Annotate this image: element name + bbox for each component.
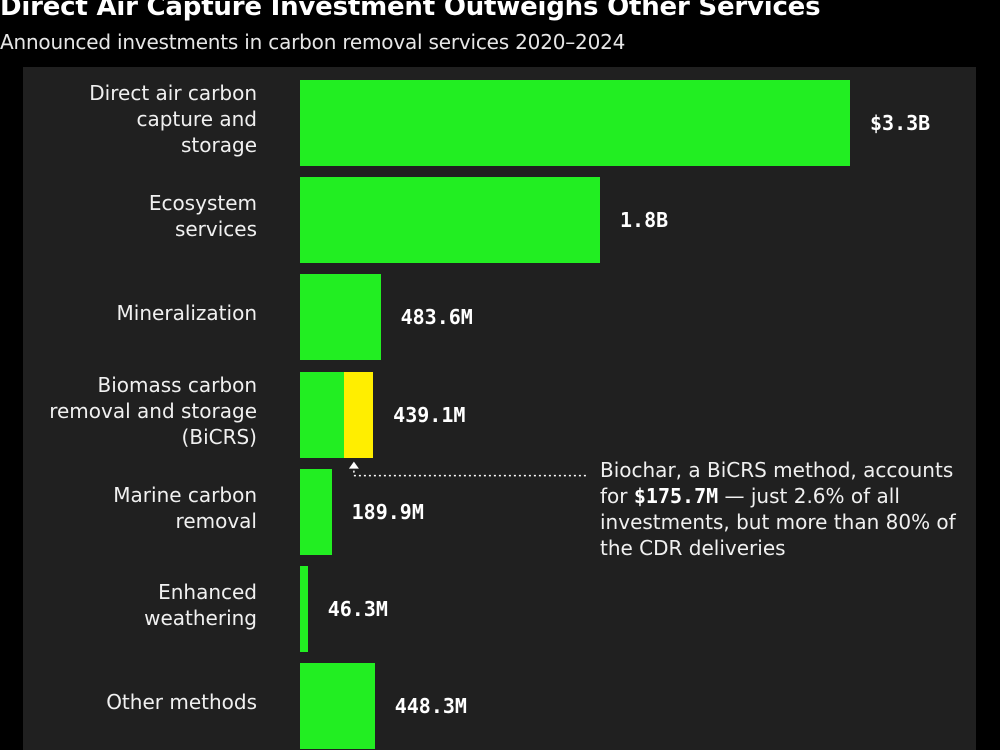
category-label-1: Direct air carbon capture and storage (89, 81, 257, 157)
biochar-highlight-segment (343, 371, 374, 458)
category-label-5: Marine carbon removal (113, 482, 257, 533)
bar-7 (300, 663, 375, 750)
category-label-4: Biomass carbon removal and storage (BiCRS) (49, 372, 257, 449)
annotation-value: $175.7M (633, 484, 719, 508)
value-label-3: 483.6M (400, 305, 473, 330)
chart-panel: Biochar, a BiCRS method, accounts for $1… (23, 67, 976, 750)
value-label-4: 439.1M (393, 402, 466, 427)
bar-2 (300, 177, 600, 264)
category-label-2: Ecosystem services (148, 191, 257, 242)
chart-subtitle: Announced investments in carbon removal … (0, 30, 626, 54)
bar-5 (300, 468, 332, 555)
leader-line (353, 465, 588, 477)
value-label-5: 189.9M (351, 499, 424, 524)
category-label-6: Enhanced weathering (144, 580, 257, 630)
category-label-3: Mineralization (116, 301, 257, 326)
chart-title: Direct Air Capture Investment Outweighs … (0, 0, 821, 22)
annotation-text-before: Biochar, a BiCRS method, accounts for (600, 458, 954, 508)
bar-3 (300, 274, 381, 361)
value-label-1: $3.3B (870, 111, 931, 135)
category-label-7: Other methods (106, 690, 257, 715)
value-label-6: 46.3M (327, 597, 388, 621)
annotation-leader (348, 461, 588, 477)
annotation-text-after: — just 2.6% of all investments, but more… (600, 484, 956, 560)
biochar-annotation: Biochar, a BiCRS method, accounts for $1… (600, 457, 970, 561)
value-label-2: 1.8B (620, 208, 669, 233)
value-label-7: 448.3M (394, 694, 467, 719)
bar-6 (300, 566, 308, 652)
bar-1 (300, 80, 850, 166)
leader-arrowhead (348, 461, 359, 469)
